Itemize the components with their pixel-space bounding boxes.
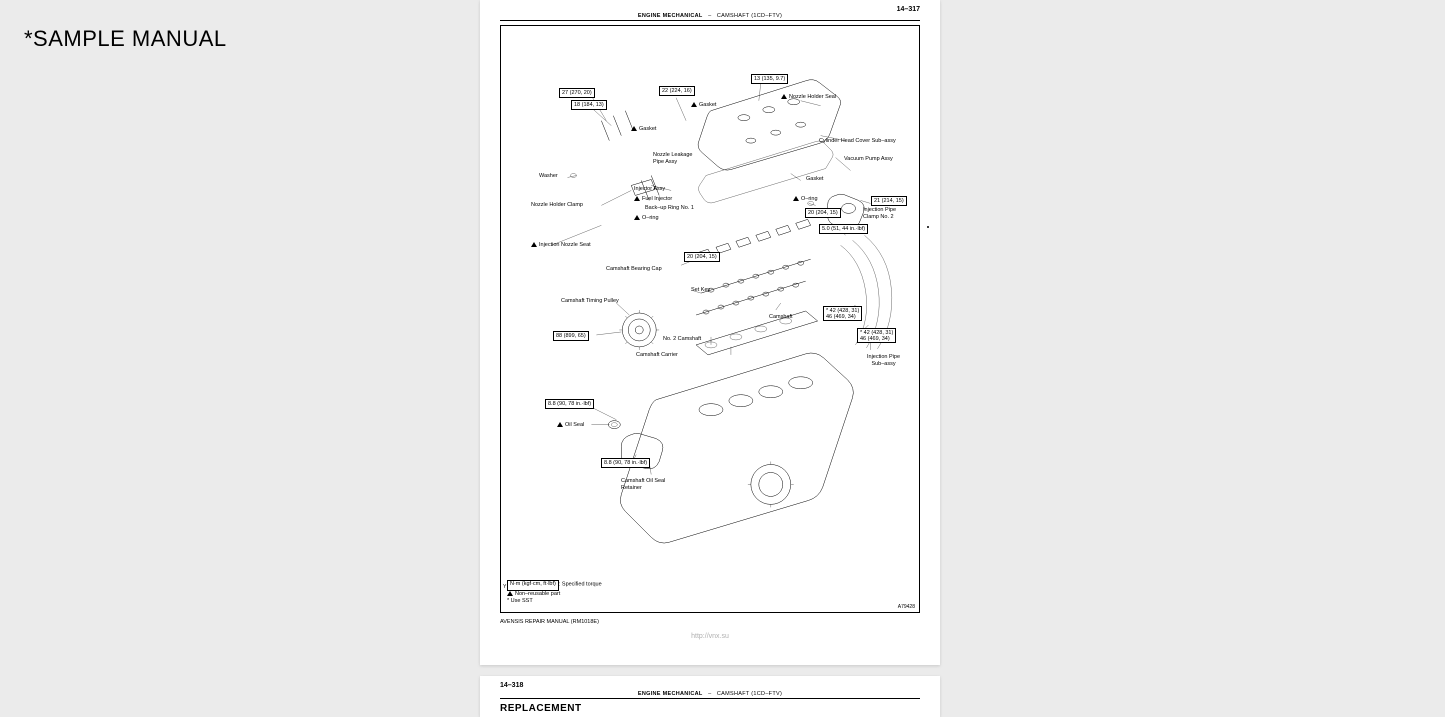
section-title-replacement: REPLACEMENT <box>500 703 920 714</box>
lbl-backup-ring: Back–up Ring No. 1 <box>645 205 694 212</box>
manual-page-1: 14–317 ENGINE MECHANICAL – CAMSHAFT (1CD… <box>480 0 940 665</box>
header-sub: CAMSHAFT (1CD–FTV) <box>717 13 782 19</box>
lbl-oring2: O–ring <box>793 196 818 203</box>
manual-footer: AVENSIS REPAIR MANUAL (RM1018E) <box>500 619 920 625</box>
lbl-nozzle-holder-seal: Nozzle Holder Seal <box>781 94 836 101</box>
lbl-cam-bearing-cap: Camshaft Bearing Cap <box>606 266 662 273</box>
lbl-inj-pipe-clamp: Injection PipeClamp No. 2 <box>863 207 896 220</box>
lbl-oring1: O–ring <box>634 215 659 222</box>
header-sep-2: – <box>708 691 711 697</box>
page-header-2: ENGINE MECHANICAL – CAMSHAFT (1CD–FTV) <box>500 691 920 699</box>
lbl-fuel-injector: Fuel Injector <box>634 196 672 203</box>
diagram-legend: N·m (kgf·cm, ft·lbf): Specified torque N… <box>507 580 602 606</box>
lbl-gasket3: Gasket <box>806 176 823 183</box>
manual-page-2: 14–318 ENGINE MECHANICAL – CAMSHAFT (1CD… <box>480 676 940 717</box>
torque-42a: * 42 (428, 31)46 (469, 34) <box>823 306 862 321</box>
lbl-washer: Washer <box>539 173 558 180</box>
lbl-nozzle-leakage: Nozzle LeakagePipe Assy <box>653 152 692 165</box>
torque-5: 5.0 (51, 44 in.·lbf) <box>819 224 868 234</box>
sample-watermark: *SAMPLE MANUAL <box>24 26 227 52</box>
lbl-cyl-head-cover: Cylinder Head Cover Sub–assy <box>819 138 896 145</box>
torque-20b: 20 (204, 15) <box>684 252 720 262</box>
source-url: http://vnx.su <box>500 633 920 640</box>
lbl-gasket1: Gasket <box>691 102 716 109</box>
lbl-no2-camshaft: No. 2 Camshaft <box>663 336 701 343</box>
legend-torque-text: : Specified torque <box>559 581 602 587</box>
lbl-camshaft-carrier: Camshaft Carrier <box>636 352 678 359</box>
lbl-inj-nozzle-seat: Injection Nozzle Seat <box>531 242 591 249</box>
y-mark: Y <box>503 584 506 590</box>
lbl-vacuum-pump: Vacuum Pump Assy <box>844 156 893 163</box>
page-header: ENGINE MECHANICAL – CAMSHAFT (1CD–FTV) <box>500 13 920 21</box>
legend-sst: * Use SST <box>507 598 533 604</box>
header-section: ENGINE MECHANICAL <box>638 13 703 19</box>
lbl-injector-assy: Injector Assy <box>634 186 665 193</box>
page-number-2: 14–318 <box>500 682 920 689</box>
header-sub-2: CAMSHAFT (1CD–FTV) <box>717 691 782 697</box>
lbl-cam-timing-pulley: Camshaft Timing Pulley <box>561 298 619 305</box>
page-number: 14–317 <box>500 6 920 13</box>
torque-21: 21 (214, 15) <box>871 196 907 206</box>
lbl-set-key: Set Key <box>691 287 710 294</box>
torque-13: 13 (135, 9.7) <box>751 74 788 84</box>
exploded-diagram: 27 (270, 20) 18 (184, 13) 22 (224, 16) 1… <box>500 25 920 613</box>
lbl-oil-seal: Oil Seal <box>557 422 584 429</box>
torque-18: 18 (184, 13) <box>571 100 607 110</box>
lbl-camshaft: Camshaft <box>769 314 793 321</box>
lbl-cam-oil-seal: Camshaft Oil SealRetainer <box>621 478 665 491</box>
torque-20a: 20 (204, 15) <box>805 208 841 218</box>
header-sep: – <box>708 13 711 19</box>
torque-8a: 8.8 (90, 78 in.·lbf) <box>545 399 594 409</box>
torque-42b: * 42 (428, 31)46 (469, 34) <box>857 328 896 343</box>
diagram-id: A79428 <box>898 604 915 610</box>
lbl-nozzle-clamp: Nozzle Holder Clamp <box>531 202 583 209</box>
lbl-inj-pipe-sub: Injection PipeSub–assy <box>867 354 900 367</box>
torque-88: 88 (899, 65) <box>553 331 589 341</box>
legend-nonreuse: Non–reusable part <box>515 591 560 597</box>
torque-8b: 8.8 (90, 78 in.·lbf) <box>601 458 650 468</box>
stray-dot <box>927 226 929 228</box>
lbl-gasket2: Gasket <box>631 126 656 133</box>
legend-torque-unit: N·m (kgf·cm, ft·lbf) <box>507 580 559 591</box>
torque-22: 22 (224, 16) <box>659 86 695 96</box>
header-section-2: ENGINE MECHANICAL <box>638 691 703 697</box>
torque-27: 27 (270, 20) <box>559 88 595 98</box>
